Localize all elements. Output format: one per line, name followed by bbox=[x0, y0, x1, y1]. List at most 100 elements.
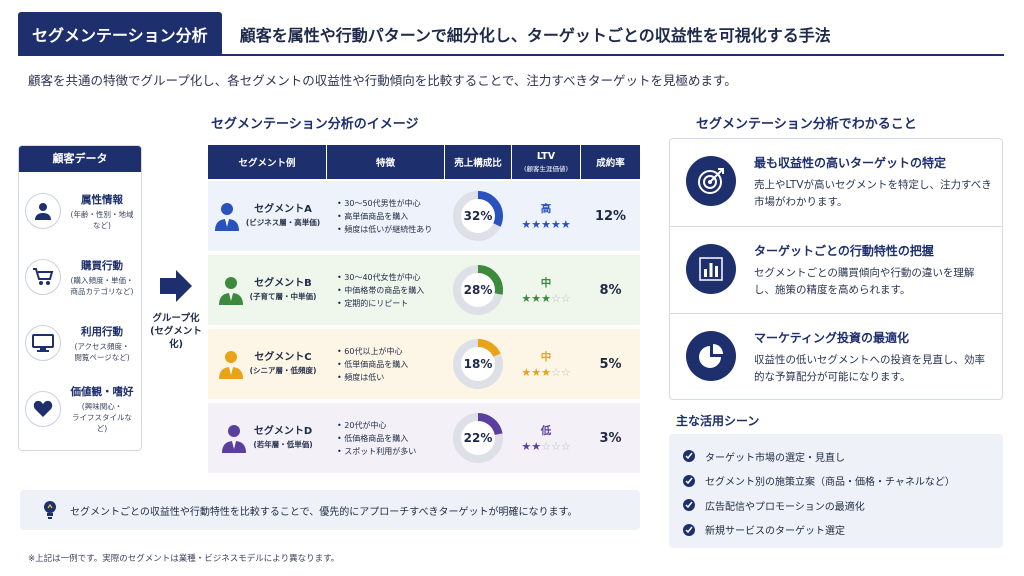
share-label: 32% bbox=[463, 209, 493, 223]
header-divider bbox=[18, 54, 1004, 56]
share-label: 18% bbox=[463, 357, 493, 371]
share-label: 28% bbox=[463, 283, 493, 297]
ltv-cell: 低 ★★☆☆☆ bbox=[512, 403, 580, 473]
feature-item: 中価格帯の商品を購入 bbox=[337, 284, 424, 297]
ltv-cell: 中 ★★★☆☆ bbox=[512, 255, 580, 325]
header-share: 売上構成比 bbox=[445, 145, 511, 179]
usage-list: ターゲット市場の選定・見直し セグメント別の施策立案（商品・価格・チャネルなど）… bbox=[669, 434, 1003, 548]
share-cell: 18% bbox=[445, 329, 511, 399]
note-text: セグメントごとの収益性や行動特性を比較することで、優先的にアプローチすべきターゲ… bbox=[70, 506, 578, 518]
feature-item: スポット利用が多い bbox=[337, 445, 416, 458]
feature-item: 20代が中心 bbox=[337, 419, 416, 432]
grouping-arrow: グループ化 (セグメント化) bbox=[148, 268, 204, 351]
table-section-title: セグメンテーション分析のイメージ bbox=[211, 117, 419, 132]
benefits-panel: 最も収益性の高いターゲットの特定 売上やLTVが高いセグメントを特定し、注力すべ… bbox=[669, 138, 1003, 400]
share-donut bbox=[453, 339, 503, 389]
benefits-section-title: セグメンテーション分析でわかること bbox=[696, 117, 917, 132]
header-segment: セグメント例 bbox=[208, 145, 326, 179]
star-icon: ★ bbox=[531, 440, 542, 453]
star-icon: ★ bbox=[521, 292, 532, 305]
grouping-label: グループ化 (セグメント化) bbox=[150, 313, 202, 350]
target-icon bbox=[686, 156, 736, 206]
features-cell: 30〜50代男性が中心高単価商品を購入頻度は低いが継続性あり bbox=[327, 181, 444, 251]
star-icon: ★ bbox=[541, 292, 551, 305]
segment-cell: セグメントA (ビジネス層・高単価) bbox=[208, 181, 326, 251]
star-icon: ☆ bbox=[560, 292, 571, 305]
bar-chart-icon bbox=[686, 244, 736, 294]
star-icon: ☆ bbox=[550, 292, 561, 305]
share-cell: 28% bbox=[445, 255, 511, 325]
share-label: 22% bbox=[463, 431, 493, 445]
star-icon: ☆ bbox=[541, 440, 551, 453]
cvr-cell: 5% bbox=[581, 329, 640, 399]
share-donut bbox=[453, 265, 503, 315]
feature-item: 高単価商品を購入 bbox=[337, 210, 432, 223]
segment-cell: セグメントC (シニア層・低頻度) bbox=[208, 329, 326, 399]
ltv-level: 中 bbox=[540, 277, 552, 289]
usage-title: 主な活用シーン bbox=[676, 414, 760, 428]
features-cell: 60代以上が中心低単価商品を購入頻度は低い bbox=[327, 329, 444, 399]
cvr-cell: 8% bbox=[581, 255, 640, 325]
star-icon: ★ bbox=[531, 366, 542, 379]
star-icon: ★ bbox=[531, 292, 542, 305]
feature-item: 頻度は低いが継続性あり bbox=[337, 223, 432, 236]
header-cvr: 成約率 bbox=[581, 145, 640, 179]
person-icon bbox=[222, 425, 247, 453]
header-features: 特徴 bbox=[327, 145, 444, 179]
segment-cell: セグメントB (子育て層・中単価) bbox=[208, 255, 326, 325]
table-row: セグメントC (シニア層・低頻度) 60代以上が中心低単価商品を購入頻度は低い 18%… bbox=[208, 329, 640, 399]
customer-item-desc: (アクセス頻度・ 閲覧ページなど) bbox=[74, 341, 130, 362]
usage-item: セグメント別の施策立案（商品・価格・チャネルなど） bbox=[683, 469, 989, 494]
ltv-cell: 中 ★★★☆☆ bbox=[512, 329, 580, 399]
check-icon bbox=[683, 523, 695, 536]
usage-item: ターゲット市場の選定・見直し bbox=[683, 444, 989, 469]
segment-table: セグメント例 特徴 売上構成比 LTV (顧客生涯価値) 成約率 セグメントA (ビ… bbox=[208, 145, 640, 477]
customer-item-desc: (購入頻度・単価・ 商品カテゴリなど) bbox=[70, 275, 134, 296]
share-donut bbox=[453, 413, 503, 463]
customer-item-title: 属性情報 bbox=[81, 193, 123, 206]
segment-name: セグメントB bbox=[254, 278, 312, 289]
ltv-level: 中 bbox=[540, 351, 552, 363]
feature-item: 頻度は低い bbox=[337, 371, 408, 384]
feature-item: 60代以上が中心 bbox=[337, 345, 408, 358]
header: セグメンテーション分析 顧客を属性や行動パターンで細分化し、ターゲットごとの収益… bbox=[18, 12, 1004, 56]
cvr-cell: 3% bbox=[581, 403, 640, 473]
share-cell: 32% bbox=[445, 181, 511, 251]
arrow-right-icon bbox=[160, 270, 192, 302]
segment-sub: (若年層・低単価) bbox=[253, 440, 313, 449]
table-row: セグメントA (ビジネス層・高単価) 30〜50代男性が中心高単価商品を購入頻度は低… bbox=[208, 181, 640, 251]
cvr-value: 3% bbox=[599, 430, 622, 446]
table-row: セグメントD (若年層・低単価) 20代が中心低価格商品を購入スポット利用が多い 22… bbox=[208, 403, 640, 473]
star-icon: ★ bbox=[541, 366, 551, 379]
features-cell: 20代が中心低価格商品を購入スポット利用が多い bbox=[327, 403, 444, 473]
note-box: セグメントごとの収益性や行動特性を比較することで、優先的にアプローチすべきターゲ… bbox=[20, 490, 640, 530]
feature-item: 定期的にリピート bbox=[337, 297, 424, 310]
benefit-title: マーケティング投資の最適化 bbox=[754, 331, 910, 345]
share-donut bbox=[453, 191, 503, 241]
header-ltv: LTV (顧客生涯価値) bbox=[512, 145, 580, 179]
star-icon: ★ bbox=[550, 218, 561, 231]
customer-item-usage: 利用行動 (アクセス頻度・ 閲覧ページなど) bbox=[25, 318, 137, 368]
customer-item-title: 価値観・嗜好 bbox=[70, 386, 134, 398]
customer-item-values: 価値観・嗜好 (興味関心・ ライフスタイルなど) bbox=[25, 384, 137, 434]
person-icon bbox=[214, 203, 239, 231]
segment-sub: (シニア層・低頻度) bbox=[249, 366, 317, 375]
page-title: セグメンテーション分析 bbox=[18, 12, 222, 56]
cvr-value: 12% bbox=[594, 208, 627, 224]
feature-item: 30〜40代女性が中心 bbox=[337, 271, 424, 284]
ltv-stars: ★★★☆☆ bbox=[521, 292, 570, 305]
ltv-stars: ★★☆☆☆ bbox=[521, 440, 570, 453]
star-icon: ★ bbox=[521, 218, 532, 231]
customer-data-title: 顧客データ bbox=[19, 146, 141, 172]
cvr-value: 5% bbox=[599, 356, 622, 372]
person-icon bbox=[218, 351, 243, 379]
cvr-value: 8% bbox=[599, 282, 622, 298]
star-icon: ☆ bbox=[560, 366, 571, 379]
footnote: ※上記は一例です。実際のセグメントは業種・ビジネスモデルにより異なります。 bbox=[28, 554, 340, 564]
customer-item-desc: (興味関心・ ライフスタイルなど) bbox=[72, 402, 132, 433]
benefit-item: マーケティング投資の最適化 収益性の低いセグメントへの投資を見直し、効率的な予算… bbox=[670, 313, 1002, 399]
share-cell: 22% bbox=[445, 403, 511, 473]
customer-data-panel: 顧客データ 属性情報 (年齢・性別・地域など) 購買行動 (購入頻度・単価・ 商… bbox=[18, 145, 142, 451]
ltv-level: 低 bbox=[540, 425, 552, 437]
check-icon bbox=[683, 499, 695, 512]
